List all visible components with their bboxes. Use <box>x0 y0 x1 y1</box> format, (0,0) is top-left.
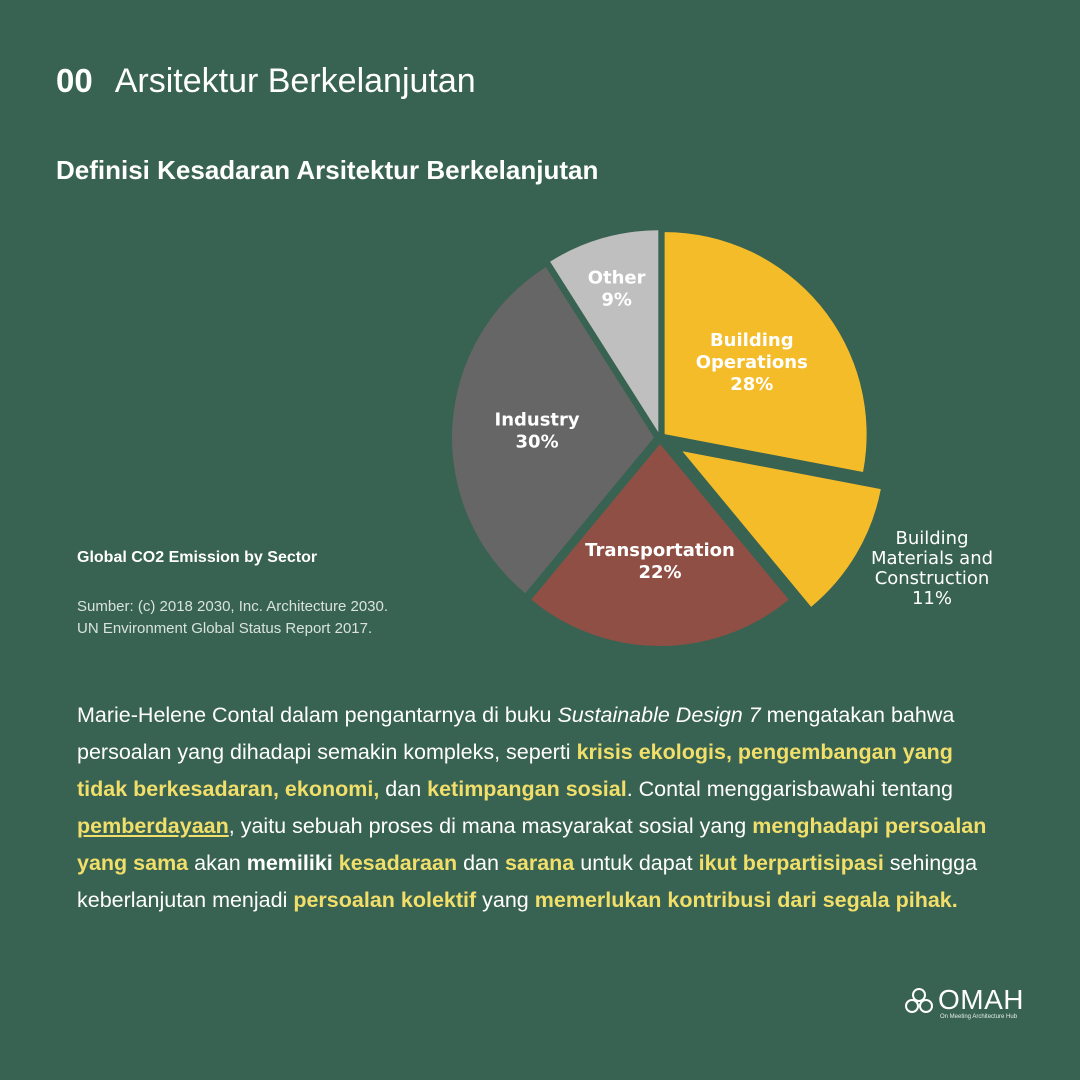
header: 00 Arsitektur Berkelanjutan <box>56 62 476 106</box>
highlight-text: menghadapi persoalan yang sama <box>77 814 987 875</box>
text-run: dan <box>457 851 505 875</box>
highlight-text: persoalan kolektif <box>293 888 477 912</box>
text-run: dan <box>379 777 428 801</box>
pie-slice-building-materials-and-construction <box>682 451 881 607</box>
underlined-highlight-text: pemberdayaan <box>77 814 229 838</box>
slice-label: Industry 30% <box>495 409 580 452</box>
source-line-1: Sumber: (c) 2018 2030, Inc. Architecture… <box>77 598 389 615</box>
logo-knot-icon <box>905 988 933 1013</box>
text-run: , yaitu sebuah proses di mana masyarakat… <box>228 814 753 838</box>
logo-wordmark: OMAH <box>938 984 1024 1015</box>
section-subtitle: Definisi Kesadaran Arsitektur Berkelanju… <box>56 155 599 185</box>
pie-slice-other <box>550 230 659 433</box>
slice-label: Building Materials and Construction 11% <box>871 528 993 609</box>
chart-title: Global CO2 Emission by Sector <box>77 549 318 566</box>
section-number: 00 <box>56 62 93 99</box>
chart-source: Sumber: (c) 2018 2030, Inc. Architecture… <box>77 596 497 640</box>
text-run: . Contal menggarisbawahi tentang <box>626 777 953 801</box>
omah-logo: OMAH On Meeting Architecture Hub <box>902 984 1032 1024</box>
pie-slice-building-operations <box>664 232 867 473</box>
highlight-text: memerlukan kontribusi dari segala pihak. <box>534 888 958 912</box>
slice-label: Building Operations 28% <box>696 330 808 395</box>
text-run: Marie-Helene Contal dalam pengantarnya d… <box>77 703 558 727</box>
highlight-text: kesadaraan <box>338 851 458 875</box>
pie-chart-svg: Building Operations 28% Building Materials a… <box>452 230 993 646</box>
page-title: Arsitektur Berkelanjutan <box>114 62 476 100</box>
bold-text: memiliki <box>246 851 333 875</box>
highlight-text: ikut berpartisipasi <box>698 851 884 875</box>
pie-chart: Building Operations 28% Building Materials a… <box>452 230 993 646</box>
pie-slice-industry <box>452 267 655 594</box>
slice-label: Transportation 22% <box>585 540 735 583</box>
text-run: untuk dapat <box>574 851 699 875</box>
source-line-2: UN Environment Global Status Report 2017… <box>77 620 373 637</box>
book-title: Sustainable Design 7 <box>557 703 761 727</box>
highlight-text: ketimpangan sosial <box>427 777 627 801</box>
text-run: sehingga keberlanjutan menjadi <box>77 851 978 912</box>
text-run: yang <box>476 888 535 912</box>
slice-label: Other 9% <box>588 268 646 311</box>
text-run: akan <box>188 851 247 875</box>
text-run: mengatakan bahwa persoalan yang dihadapi… <box>77 703 955 764</box>
pie-slice-transportation <box>531 444 789 646</box>
logo-tagline: On Meeting Architecture Hub <box>940 1014 1018 1020</box>
body-paragraph: Marie-Helene Contal dalam pengantarnya d… <box>77 697 1007 919</box>
highlight-text: sarana <box>504 851 575 875</box>
highlight-text: krisis ekologis, pengembangan yang tidak… <box>77 740 953 801</box>
